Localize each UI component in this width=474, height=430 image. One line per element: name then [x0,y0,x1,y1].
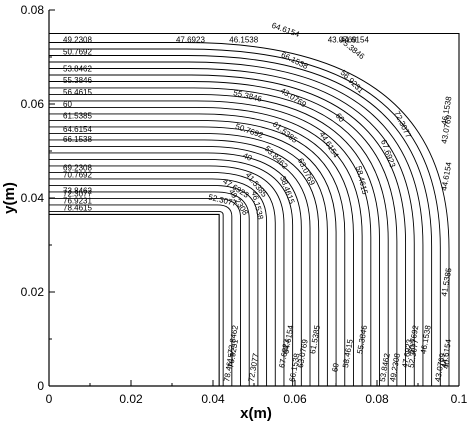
x-axis-title: x(m) [240,405,272,422]
contour-label: 40 [441,359,452,370]
axes: 0 0.02 0.04 0.06 0.08 0.1 0 0.02 0.04 0.06 0.08 [21,3,468,406]
contour-line [49,204,233,386]
x-tick-label: 0.08 [365,392,389,406]
contour-label: 64.6154 [270,21,301,39]
contour-label: 49.2308 [63,36,92,45]
contour-label: 46.1538 [419,324,433,355]
contour-label: 60 [63,100,72,109]
contour-line [49,94,380,386]
y-tick-label: 0.02 [21,285,45,299]
contour-line [49,74,407,386]
contour-line [49,198,241,386]
contour-line [49,133,328,386]
contour-label: 70.7692 [63,171,92,180]
contour-line [49,100,372,386]
contour-line [49,165,285,386]
contour-label: 46.1538 [229,36,258,45]
x-tick-label: 0.02 [119,392,143,406]
contour-line [49,178,268,386]
contour-lines [49,42,450,386]
contour-label: 41.5385 [440,267,454,298]
contour-line [49,139,320,386]
y-tick-label: 0 [37,379,44,393]
contour-label: 56.9231 [339,68,366,95]
x-tick-label: 0.04 [201,392,225,406]
contour-label: 43.0769 [328,36,357,45]
contour-line [49,61,424,386]
contour-label: 44.6154 [440,161,454,192]
contour-label: 63.0769 [296,157,317,187]
contour-label: 53.8462 [63,64,92,73]
contour-label: 55.3846 [232,88,263,104]
contour-line [49,152,302,386]
contour-label: 72.3077 [247,352,261,383]
contour-line [49,185,259,386]
contour-line [49,113,354,386]
contour-line [49,87,389,386]
contour-line [49,126,337,386]
contour-line [49,211,224,386]
contour-label: 47.6923 [176,36,205,45]
contour-label: 72.3077 [63,189,92,198]
contour-label: 78.4615 [63,203,92,212]
contour-label: 66.1538 [63,135,92,144]
x-tick-label: 0 [46,392,53,406]
outer-boundary [49,32,460,386]
contour-line [49,81,398,386]
contour-label: 67.6923 [379,138,397,169]
contour-line [49,172,276,386]
contour-label: 44.6154 [317,130,340,160]
contour-label: 76.9231 [63,196,92,205]
contour-label: 60 [330,362,341,373]
contour-label: 58.4615 [341,338,355,369]
inner-boundary [49,213,220,386]
contour-line [49,120,346,386]
contour-label: 69.2308 [63,163,92,172]
domain-outline [49,32,460,386]
contour-label: 64.6154 [63,125,92,134]
contour-label: 56.4615 [63,88,92,97]
plot-area [49,42,450,386]
contour-label: 50.7692 [63,47,92,56]
y-tick-label: 0.08 [21,3,45,17]
contour-label: 55.3846 [63,76,92,85]
x-tick-label: 0.06 [283,392,307,406]
contour-line [49,159,294,386]
contour-line [49,107,363,386]
contour-label: 44.6154 [340,36,369,45]
contour-line [49,191,250,386]
y-axis-title: y(m) [1,182,18,214]
contour-label: 72.3077 [392,110,413,140]
contour-label: 53.8462 [263,144,290,171]
contour-label: 60 [334,111,347,124]
contour-line [49,146,311,386]
contour-line [49,68,415,386]
contour-label: 55.3846 [355,324,369,355]
y-tick-label: 0.06 [21,97,45,111]
contour-label: 40 [241,151,253,163]
y-tick-label: 0.04 [21,191,45,205]
contour-line [49,42,450,386]
x-tick-label: 0.1 [451,392,468,406]
contour-label: 73.8462 [63,186,92,195]
contour-line [49,55,433,386]
contour-label: 66.1538 [280,50,310,71]
contour-label: 61.5385 [63,111,92,120]
contour-line [49,48,441,386]
